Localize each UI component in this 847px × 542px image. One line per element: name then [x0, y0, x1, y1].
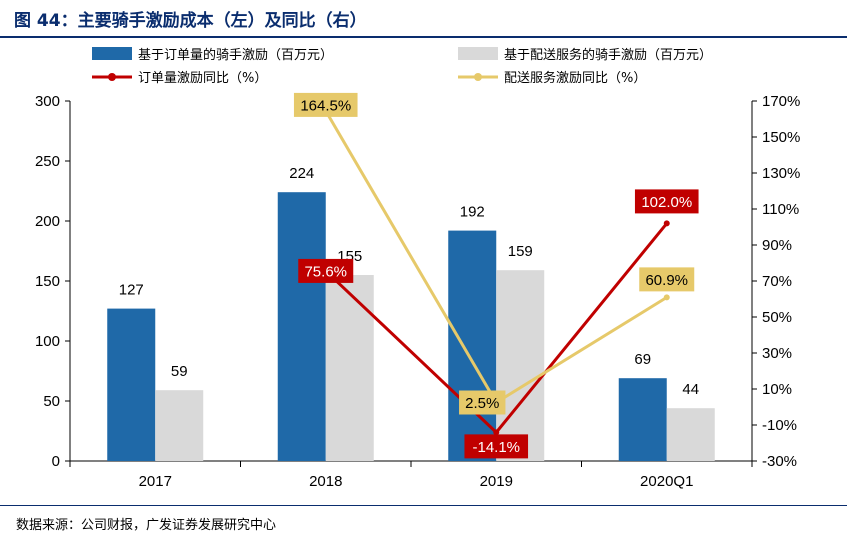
bar-value-label: 192	[460, 204, 485, 221]
legend-swatch-bar	[92, 47, 132, 60]
y-left-tick-label: 100	[35, 333, 60, 350]
bar-value-label: 159	[508, 243, 533, 260]
x-tick-label: 2017	[139, 473, 172, 490]
y-right-tick-label: -30%	[762, 453, 797, 470]
figure-title: 图 44：主要骑手激励成本（左）及同比（右）	[14, 11, 367, 31]
y-right-tick-label: 150%	[762, 129, 800, 146]
bar-delivery	[496, 270, 545, 461]
bar-value-label: 224	[289, 165, 314, 182]
legend-label: 基于配送服务的骑手激励（百万元）	[504, 47, 712, 63]
bar-order	[107, 308, 156, 461]
y-left-tick-label: 50	[43, 393, 60, 410]
line-value-label: 102.0%	[641, 194, 692, 211]
bar-order	[277, 192, 326, 461]
y-right-tick-label: -10%	[762, 417, 797, 434]
line-value-label: 75.6%	[304, 263, 347, 280]
y-left-tick-label: 200	[35, 213, 60, 230]
bar-order	[448, 230, 497, 461]
line-value-label: -14.1%	[472, 439, 520, 456]
line-label-box	[298, 258, 354, 283]
line-marker	[663, 294, 670, 301]
x-tick-label: 2019	[480, 473, 513, 490]
line-marker	[493, 429, 500, 436]
legend-swatch-marker	[108, 73, 116, 81]
bar-value-label: 44	[682, 381, 699, 398]
y-left-tick-label: 250	[35, 153, 60, 170]
line-value-label: 2.5%	[465, 395, 499, 412]
legend-swatch-bar	[458, 47, 498, 60]
y-right-tick-label: 30%	[762, 345, 792, 362]
bar-order	[618, 378, 667, 461]
bar-delivery	[325, 275, 374, 461]
legend-label: 基于订单量的骑手激励（百万元）	[138, 47, 333, 63]
y-right-tick-label: 110%	[762, 201, 799, 218]
x-tick-label: 2020Q1	[640, 473, 693, 490]
title-divider	[0, 36, 847, 38]
line-label-box	[459, 390, 506, 415]
y-left-tick-label: 300	[35, 93, 60, 110]
line-value-label: 60.9%	[645, 272, 688, 289]
legend-swatch-marker	[474, 73, 482, 81]
line-label-box	[639, 267, 695, 292]
legend-label: 订单量激励同比（%）	[138, 71, 267, 86]
bar-value-label: 127	[119, 282, 144, 299]
source-divider	[0, 505, 847, 506]
bar-delivery	[666, 408, 715, 461]
source-note: 数据来源：公司财报，广发证券发展研究中心	[16, 518, 277, 533]
line-label-box	[293, 92, 358, 117]
x-tick-label: 2018	[309, 473, 342, 490]
line-label-box	[464, 434, 529, 459]
line-value-label: 164.5%	[300, 97, 351, 114]
y-left-tick-label: 0	[52, 453, 60, 470]
line-marker	[663, 220, 670, 227]
y-right-tick-label: 10%	[762, 381, 792, 398]
y-right-tick-label: 130%	[762, 165, 800, 182]
combo-chart: 基于订单量的骑手激励（百万元） 基于配送服务的骑手激励（百万元） 订单量激励同比（%…	[35, 47, 800, 490]
bar-value-label: 69	[634, 351, 651, 368]
line-label-box	[634, 189, 699, 214]
bar-value-label: 59	[171, 363, 188, 380]
y-right-tick-label: 170%	[762, 93, 800, 110]
y-right-tick-label: 90%	[762, 237, 792, 254]
y-left-tick-label: 150	[35, 273, 60, 290]
bar-delivery	[155, 390, 204, 461]
y-right-tick-label: 50%	[762, 309, 792, 326]
y-right-tick-label: 70%	[762, 273, 792, 290]
legend-label: 配送服务激励同比（%）	[504, 70, 646, 86]
